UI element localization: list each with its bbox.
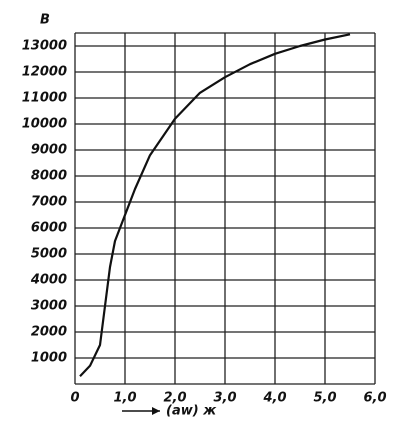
x-tick-label: 1,0 [113,391,136,406]
y-tick-label: 5000 [31,247,67,262]
x-tick-label: 2,0 [163,391,186,406]
y-tick-label: 2000 [31,325,67,340]
y-tick-label: 3000 [31,299,67,314]
x-axis-arrowhead [152,407,160,415]
y-tick-label: 7000 [31,195,67,210]
y-tick-label: 10000 [22,117,67,132]
y-tick-label: 4000 [30,273,67,288]
y-tick-label: 6000 [31,221,67,236]
data-line [79,33,351,377]
x-tick-label: 4,0 [262,391,286,406]
y-tick-label: 1000 [31,351,67,366]
y-tick-label: 13000 [22,39,67,54]
x-tick-label: 5,0 [313,391,336,406]
x-tick-label: 3,0 [213,391,236,406]
x-axis-label: (aw) ж [166,404,217,419]
y-tick-label: 12000 [22,65,67,80]
y-tick-label: 9000 [31,143,67,158]
x-tick-label: 6,0 [363,391,386,406]
y-axis-label: B [40,13,50,28]
x-tick-label: 0 [70,391,79,406]
y-tick-label: 11000 [22,91,67,106]
y-tick-label: 8000 [31,169,67,184]
